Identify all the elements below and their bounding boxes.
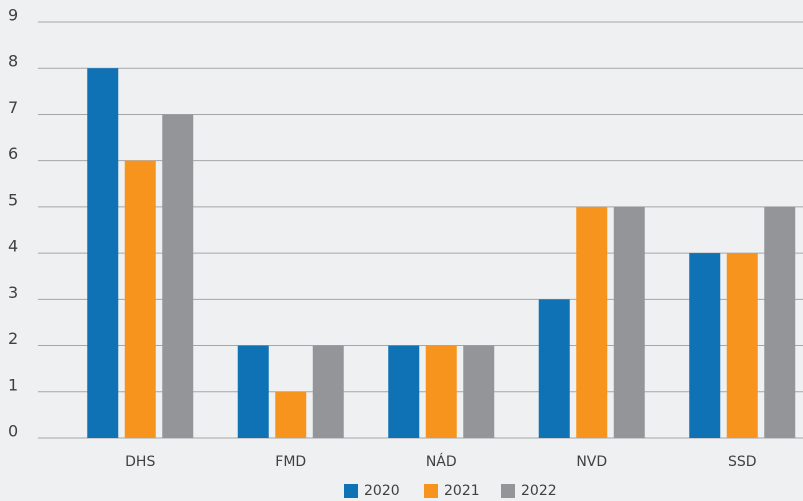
- y-tick-label: 2: [8, 329, 18, 348]
- legend-swatch: [424, 484, 438, 498]
- legend-swatch: [344, 484, 358, 498]
- bar: [764, 206, 796, 438]
- legend-label: 2020: [364, 483, 400, 499]
- bar: [576, 206, 608, 438]
- y-tick-label: 7: [8, 98, 18, 117]
- x-tick-label: NÁD: [426, 453, 457, 470]
- bar: [463, 345, 495, 438]
- y-tick-label: 1: [8, 375, 18, 394]
- bar: [689, 253, 721, 438]
- legend-swatch: [501, 484, 515, 498]
- y-tick-label: 4: [8, 237, 18, 256]
- legend-label: 2021: [444, 483, 480, 499]
- bar: [162, 114, 194, 438]
- y-tick-label: 0: [8, 422, 18, 441]
- y-tick-label: 6: [8, 144, 18, 163]
- x-tick-label: FMD: [275, 454, 306, 470]
- bar: [388, 345, 420, 438]
- x-tick-label: NVD: [576, 454, 607, 470]
- legend-label: 2022: [521, 483, 557, 499]
- bar: [124, 160, 156, 438]
- bar: [312, 345, 344, 438]
- bar: [726, 253, 758, 438]
- x-tick-label: SSD: [728, 454, 757, 470]
- bar: [275, 391, 307, 438]
- y-tick-label: 9: [8, 6, 18, 25]
- bar: [538, 299, 570, 438]
- bar: [425, 345, 457, 438]
- y-tick-label: 5: [8, 190, 18, 209]
- bar: [613, 206, 645, 438]
- x-tick-label: DHS: [125, 454, 155, 470]
- bar: [87, 68, 119, 438]
- y-tick-label: 3: [8, 283, 18, 302]
- y-tick-label: 8: [8, 52, 18, 71]
- bar: [237, 345, 269, 438]
